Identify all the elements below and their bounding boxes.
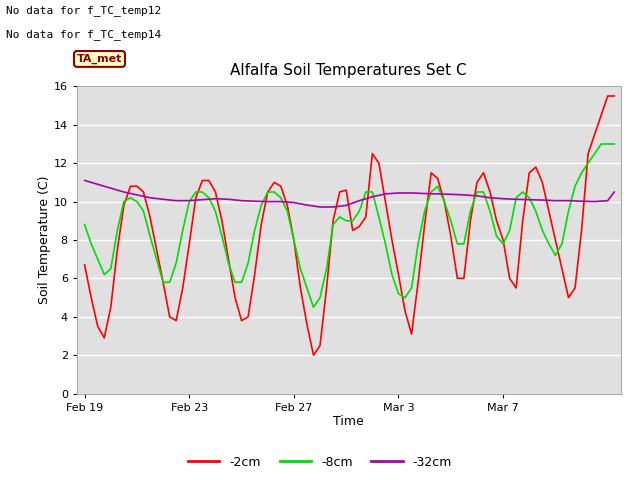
Y-axis label: Soil Temperature (C): Soil Temperature (C) xyxy=(38,176,51,304)
Text: No data for f_TC_temp14: No data for f_TC_temp14 xyxy=(6,29,162,40)
X-axis label: Time: Time xyxy=(333,415,364,429)
Title: Alfalfa Soil Temperatures Set C: Alfalfa Soil Temperatures Set C xyxy=(230,63,467,78)
Text: No data for f_TC_temp12: No data for f_TC_temp12 xyxy=(6,5,162,16)
Text: TA_met: TA_met xyxy=(77,54,122,64)
Legend: -2cm, -8cm, -32cm: -2cm, -8cm, -32cm xyxy=(183,451,457,474)
